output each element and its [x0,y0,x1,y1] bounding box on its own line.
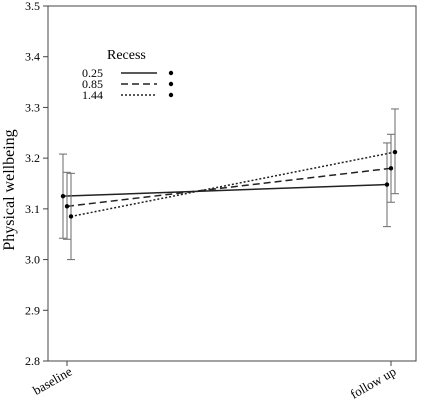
data-point [68,214,74,219]
x-tick-label: baseline [30,363,75,397]
data-point [60,193,66,199]
legend: Recess 0.250.851.44 [82,48,174,102]
legend-marker [168,81,174,87]
legend-label: 1.44 [82,88,103,102]
x-tick-label: follow up [348,364,399,402]
x-axis: baseline follow up [30,361,399,402]
y-axis: 2.8 2.9 3.0 3.1 3.2 3.3 3.4 3.5 [25,0,48,368]
data-point [384,182,390,187]
legend-label: 0.25 [82,66,103,80]
series-line [66,167,392,208]
data-point [388,166,394,171]
legend-item: 1.44 [82,88,174,102]
legend-item: 0.85 [82,77,174,91]
series-1.44 [67,108,399,261]
y-tick-label: 3.3 [25,100,40,114]
legend-item: 0.25 [82,66,174,80]
y-tick-label: 3.0 [25,253,40,267]
legend-marker [168,92,174,98]
series-0.25 [59,142,391,239]
y-tick-label: 3.1 [25,202,40,216]
legend-marker [168,70,174,76]
series-line [62,183,388,197]
series-layer [59,108,399,261]
legend-title: Recess [107,48,146,63]
y-tick-label: 3.4 [25,50,40,64]
y-tick-label: 3.2 [25,151,40,165]
plot-frame [47,5,417,362]
legend-label: 0.85 [82,77,103,91]
series-line [70,151,396,218]
data-point [64,204,70,209]
series-0.85 [63,133,395,240]
y-tick-label: 2.8 [25,354,40,368]
y-tick-label: 2.9 [25,303,40,317]
y-axis-label: Physical wellbeing [1,129,18,250]
y-tick-label: 3.5 [25,0,40,13]
data-point [392,149,398,155]
